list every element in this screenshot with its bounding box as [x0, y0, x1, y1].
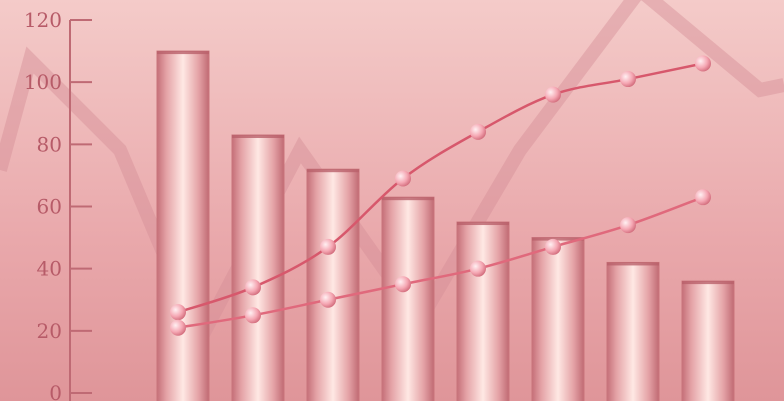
series-point [245, 279, 261, 296]
bar [456, 221, 510, 401]
bar-cap [307, 169, 359, 173]
series-point [545, 238, 561, 255]
series-point [695, 55, 711, 72]
series-point [170, 319, 186, 336]
y-tick-label: 40 [37, 257, 62, 281]
series-point [620, 71, 636, 88]
series-point [470, 123, 486, 140]
y-axis: 0 20 40 60 80 100 120 [24, 8, 92, 401]
series-line [177, 62, 704, 314]
series-point [620, 217, 636, 234]
series-point [245, 307, 261, 324]
background-zigzag-decoration [0, 0, 784, 357]
bar-cap [532, 237, 584, 241]
y-tick-label: 60 [37, 195, 62, 219]
bar-cap [457, 222, 509, 226]
bar [156, 50, 210, 401]
y-tick-label: 20 [37, 319, 62, 343]
bar-cap [382, 197, 434, 201]
bar [606, 261, 660, 401]
bar [306, 168, 360, 401]
bars-layer [156, 50, 735, 401]
bar-cap [157, 51, 209, 55]
lines-layer [170, 55, 711, 336]
series-point [545, 86, 561, 103]
y-tick-label: 80 [37, 132, 62, 156]
bar [381, 196, 435, 401]
bar [531, 237, 585, 401]
series-point [320, 291, 336, 308]
y-tick-label: 0 [49, 381, 62, 401]
series-point [395, 276, 411, 293]
y-tick-label: 100 [24, 70, 62, 94]
bar [681, 280, 735, 401]
series-point [395, 170, 411, 187]
bar-cap [682, 281, 734, 285]
series-point [320, 238, 336, 255]
y-tick-label: 120 [24, 8, 62, 32]
series-point [470, 260, 486, 277]
bar [231, 134, 285, 401]
bar-cap [232, 135, 284, 139]
series-point [170, 304, 186, 321]
bar-cap [607, 262, 659, 266]
series-point [695, 189, 711, 206]
